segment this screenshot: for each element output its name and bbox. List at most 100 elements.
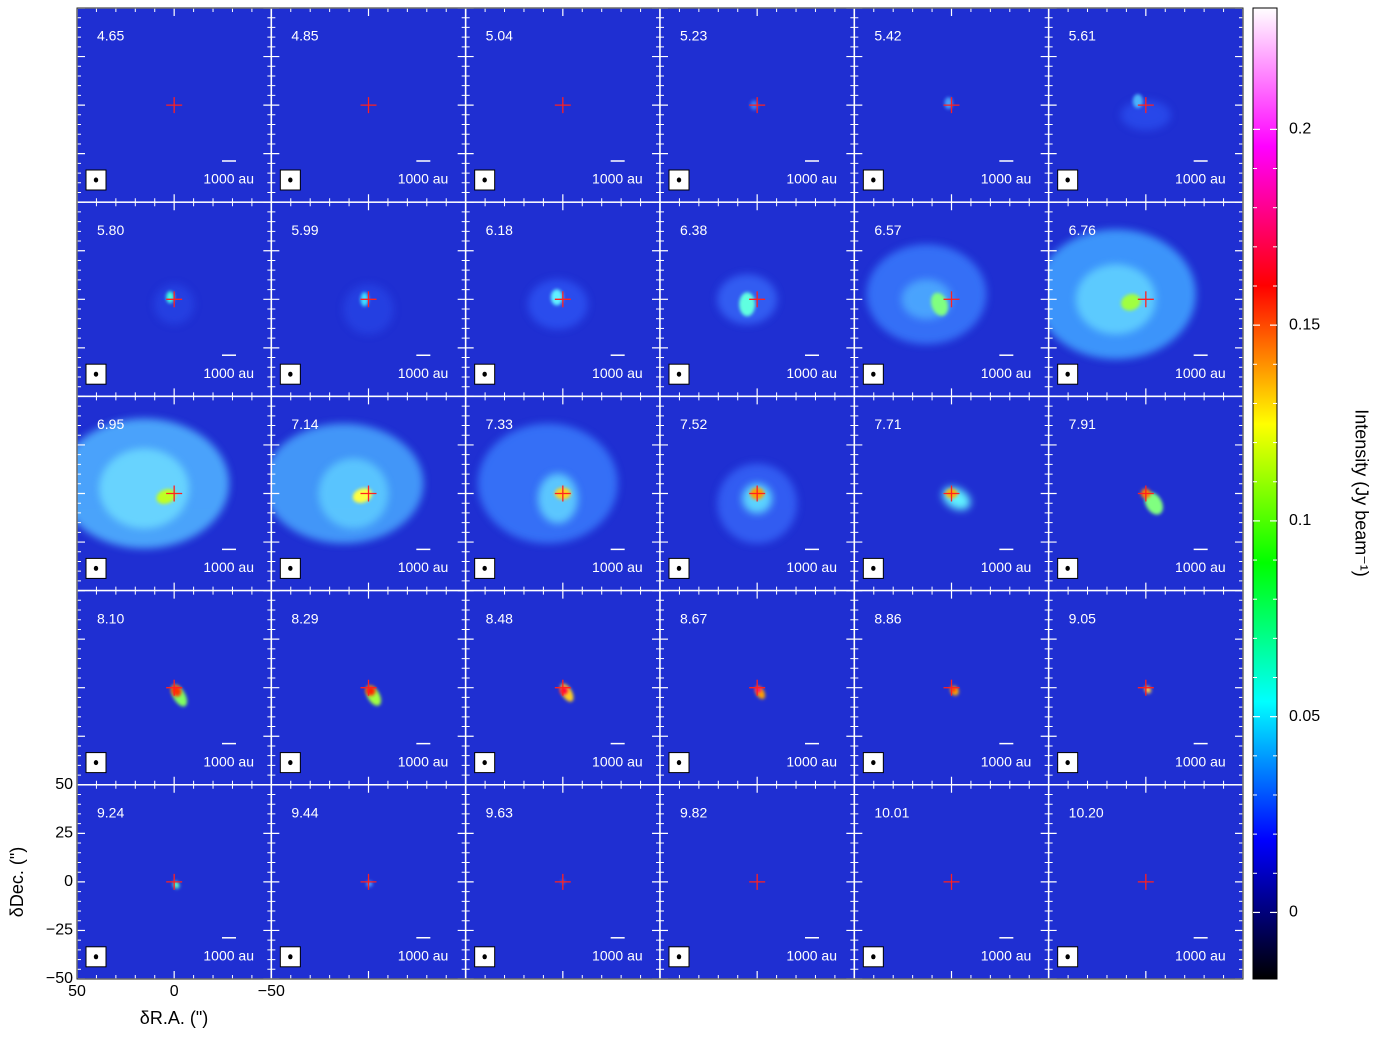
channel-velocity: 7.91 — [1069, 416, 1096, 432]
scale-bar-label: 1000 au — [592, 171, 643, 187]
emission — [537, 473, 578, 524]
emission — [1132, 94, 1143, 109]
beam — [288, 954, 293, 960]
channel-panel: 8.86 1000 au — [854, 590, 1049, 785]
beam — [871, 760, 876, 766]
emission — [739, 292, 756, 317]
beam — [93, 371, 99, 377]
channel-panel: 7.91 1000 au — [1048, 396, 1243, 591]
channel-panel: 5.42 1000 au — [854, 8, 1049, 203]
beam — [871, 954, 876, 960]
channel-velocity: 10.01 — [874, 805, 909, 821]
channel-panel: 5.04 1000 au — [465, 8, 660, 203]
channel-velocity: 10.20 — [1069, 805, 1104, 821]
channel-panel: 6.38 1000 au — [660, 202, 855, 397]
channel-velocity: 5.80 — [97, 222, 124, 238]
emission — [318, 458, 389, 529]
scale-bar-label: 1000 au — [981, 753, 1032, 769]
channel-panel: 6.18 1000 au — [465, 202, 660, 397]
x-tick-label: −50 — [258, 983, 285, 1000]
channel-velocity: 5.99 — [291, 222, 318, 238]
beam — [482, 954, 487, 960]
colorbar — [1252, 7, 1278, 980]
beam — [482, 371, 487, 377]
scale-bar-label: 1000 au — [981, 559, 1032, 575]
beam — [676, 177, 682, 183]
emission — [930, 292, 949, 316]
y-tick-label: 0 — [64, 873, 73, 890]
beam — [288, 760, 293, 766]
scale-bar-label: 1000 au — [786, 753, 837, 769]
channel-panel: 10.01 1000 au — [854, 784, 1049, 979]
channel-panel: 7.71 1000 au — [854, 396, 1049, 591]
scale-bar-label: 1000 au — [398, 171, 449, 187]
channel-velocity: 9.24 — [97, 805, 124, 821]
channel-panel: 7.52 1000 au — [660, 396, 855, 591]
y-tick-label: 25 — [55, 825, 73, 842]
channel-panel: 10.20 1000 au — [1048, 784, 1243, 979]
emission — [951, 687, 956, 692]
beam — [482, 177, 487, 183]
channel-velocity: 9.82 — [680, 805, 707, 821]
y-tick-label: −50 — [46, 970, 73, 987]
scale-bar-label: 1000 au — [1175, 948, 1226, 964]
channel-panel: 5.99 1000 au — [271, 202, 466, 397]
emission — [99, 448, 190, 529]
channel-panel: 5.61 1000 au — [1048, 8, 1243, 203]
beam — [93, 565, 99, 571]
beam — [676, 954, 682, 960]
scale-bar-label: 1000 au — [981, 948, 1032, 964]
channel-panel: 7.14 1000 au — [271, 396, 466, 591]
beam — [288, 177, 293, 183]
beam — [871, 371, 876, 377]
channel-velocity: 5.04 — [486, 28, 513, 44]
channel-panel: 5.23 1000 au — [660, 8, 855, 203]
emission — [352, 488, 373, 503]
channel-panel: 6.76 1000 au — [1048, 202, 1243, 397]
channel-velocity: 5.42 — [874, 28, 901, 44]
scale-bar-label: 1000 au — [786, 559, 837, 575]
channel-velocity: 8.67 — [680, 610, 707, 626]
colorbar-tick-label: 0.1 — [1289, 512, 1311, 529]
scale-bar-label: 1000 au — [398, 559, 449, 575]
scale-bar-label: 1000 au — [981, 365, 1032, 381]
scale-bar-label: 1000 au — [398, 948, 449, 964]
channel-panel: 4.65 1000 au — [77, 8, 272, 203]
scale-bar-label: 1000 au — [203, 365, 254, 381]
scale-bar-label: 1000 au — [398, 365, 449, 381]
scale-bar-label: 1000 au — [203, 559, 254, 575]
channel-panel: 8.10 1000 au — [77, 590, 272, 785]
emission — [156, 489, 176, 504]
colorbar-tick-label: 0.2 — [1289, 121, 1311, 138]
beam — [288, 565, 293, 571]
scale-bar-label: 1000 au — [1175, 365, 1226, 381]
channel-velocity: 7.52 — [680, 416, 707, 432]
emission — [343, 284, 394, 335]
channel-panel: 8.48 1000 au — [465, 590, 660, 785]
channel-panel: 8.67 1000 au — [660, 590, 855, 785]
channel-velocity: 5.23 — [680, 28, 707, 44]
channel-velocity: 8.29 — [291, 610, 318, 626]
channel-panel: 4.85 1000 au — [271, 8, 466, 203]
channel-panel: 9.05 1000 au — [1048, 590, 1243, 785]
beam — [482, 760, 487, 766]
scale-bar-label: 1000 au — [592, 753, 643, 769]
y-axis-label: δDec. (") — [7, 847, 27, 917]
scale-bar-label: 1000 au — [1175, 753, 1226, 769]
beam — [676, 565, 682, 571]
channel-panel: 8.29 1000 au — [271, 590, 466, 785]
emission — [1120, 100, 1171, 131]
channel-velocity: 9.05 — [1069, 610, 1096, 626]
scale-bar-label: 1000 au — [203, 753, 254, 769]
channel-velocity: 6.95 — [97, 416, 124, 432]
emission — [1144, 492, 1163, 515]
channel-velocity: 9.63 — [486, 805, 513, 821]
channel-velocity: 6.57 — [874, 222, 901, 238]
scale-bar-label: 1000 au — [1175, 171, 1226, 187]
colorbar-label: Intensity (Jy beam⁻¹) — [1351, 409, 1371, 577]
beam — [93, 177, 99, 183]
channel-panel: 6.57 1000 au — [854, 202, 1049, 397]
emission — [559, 686, 568, 695]
channel-velocity: 9.44 — [291, 805, 318, 821]
beam — [288, 371, 293, 377]
